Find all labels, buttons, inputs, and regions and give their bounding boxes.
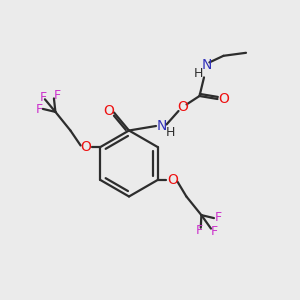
Text: H: H — [166, 126, 175, 139]
Text: O: O — [103, 104, 114, 118]
Text: O: O — [80, 140, 91, 154]
Text: O: O — [167, 173, 178, 187]
Text: F: F — [53, 89, 61, 102]
Text: O: O — [218, 92, 229, 106]
Text: N: N — [202, 58, 212, 72]
Text: F: F — [35, 103, 43, 116]
Text: N: N — [156, 119, 167, 133]
Text: O: O — [178, 100, 188, 114]
Text: F: F — [210, 225, 218, 238]
Text: H: H — [193, 67, 203, 80]
Text: F: F — [39, 91, 46, 104]
Text: F: F — [214, 211, 221, 224]
Text: F: F — [195, 224, 203, 237]
